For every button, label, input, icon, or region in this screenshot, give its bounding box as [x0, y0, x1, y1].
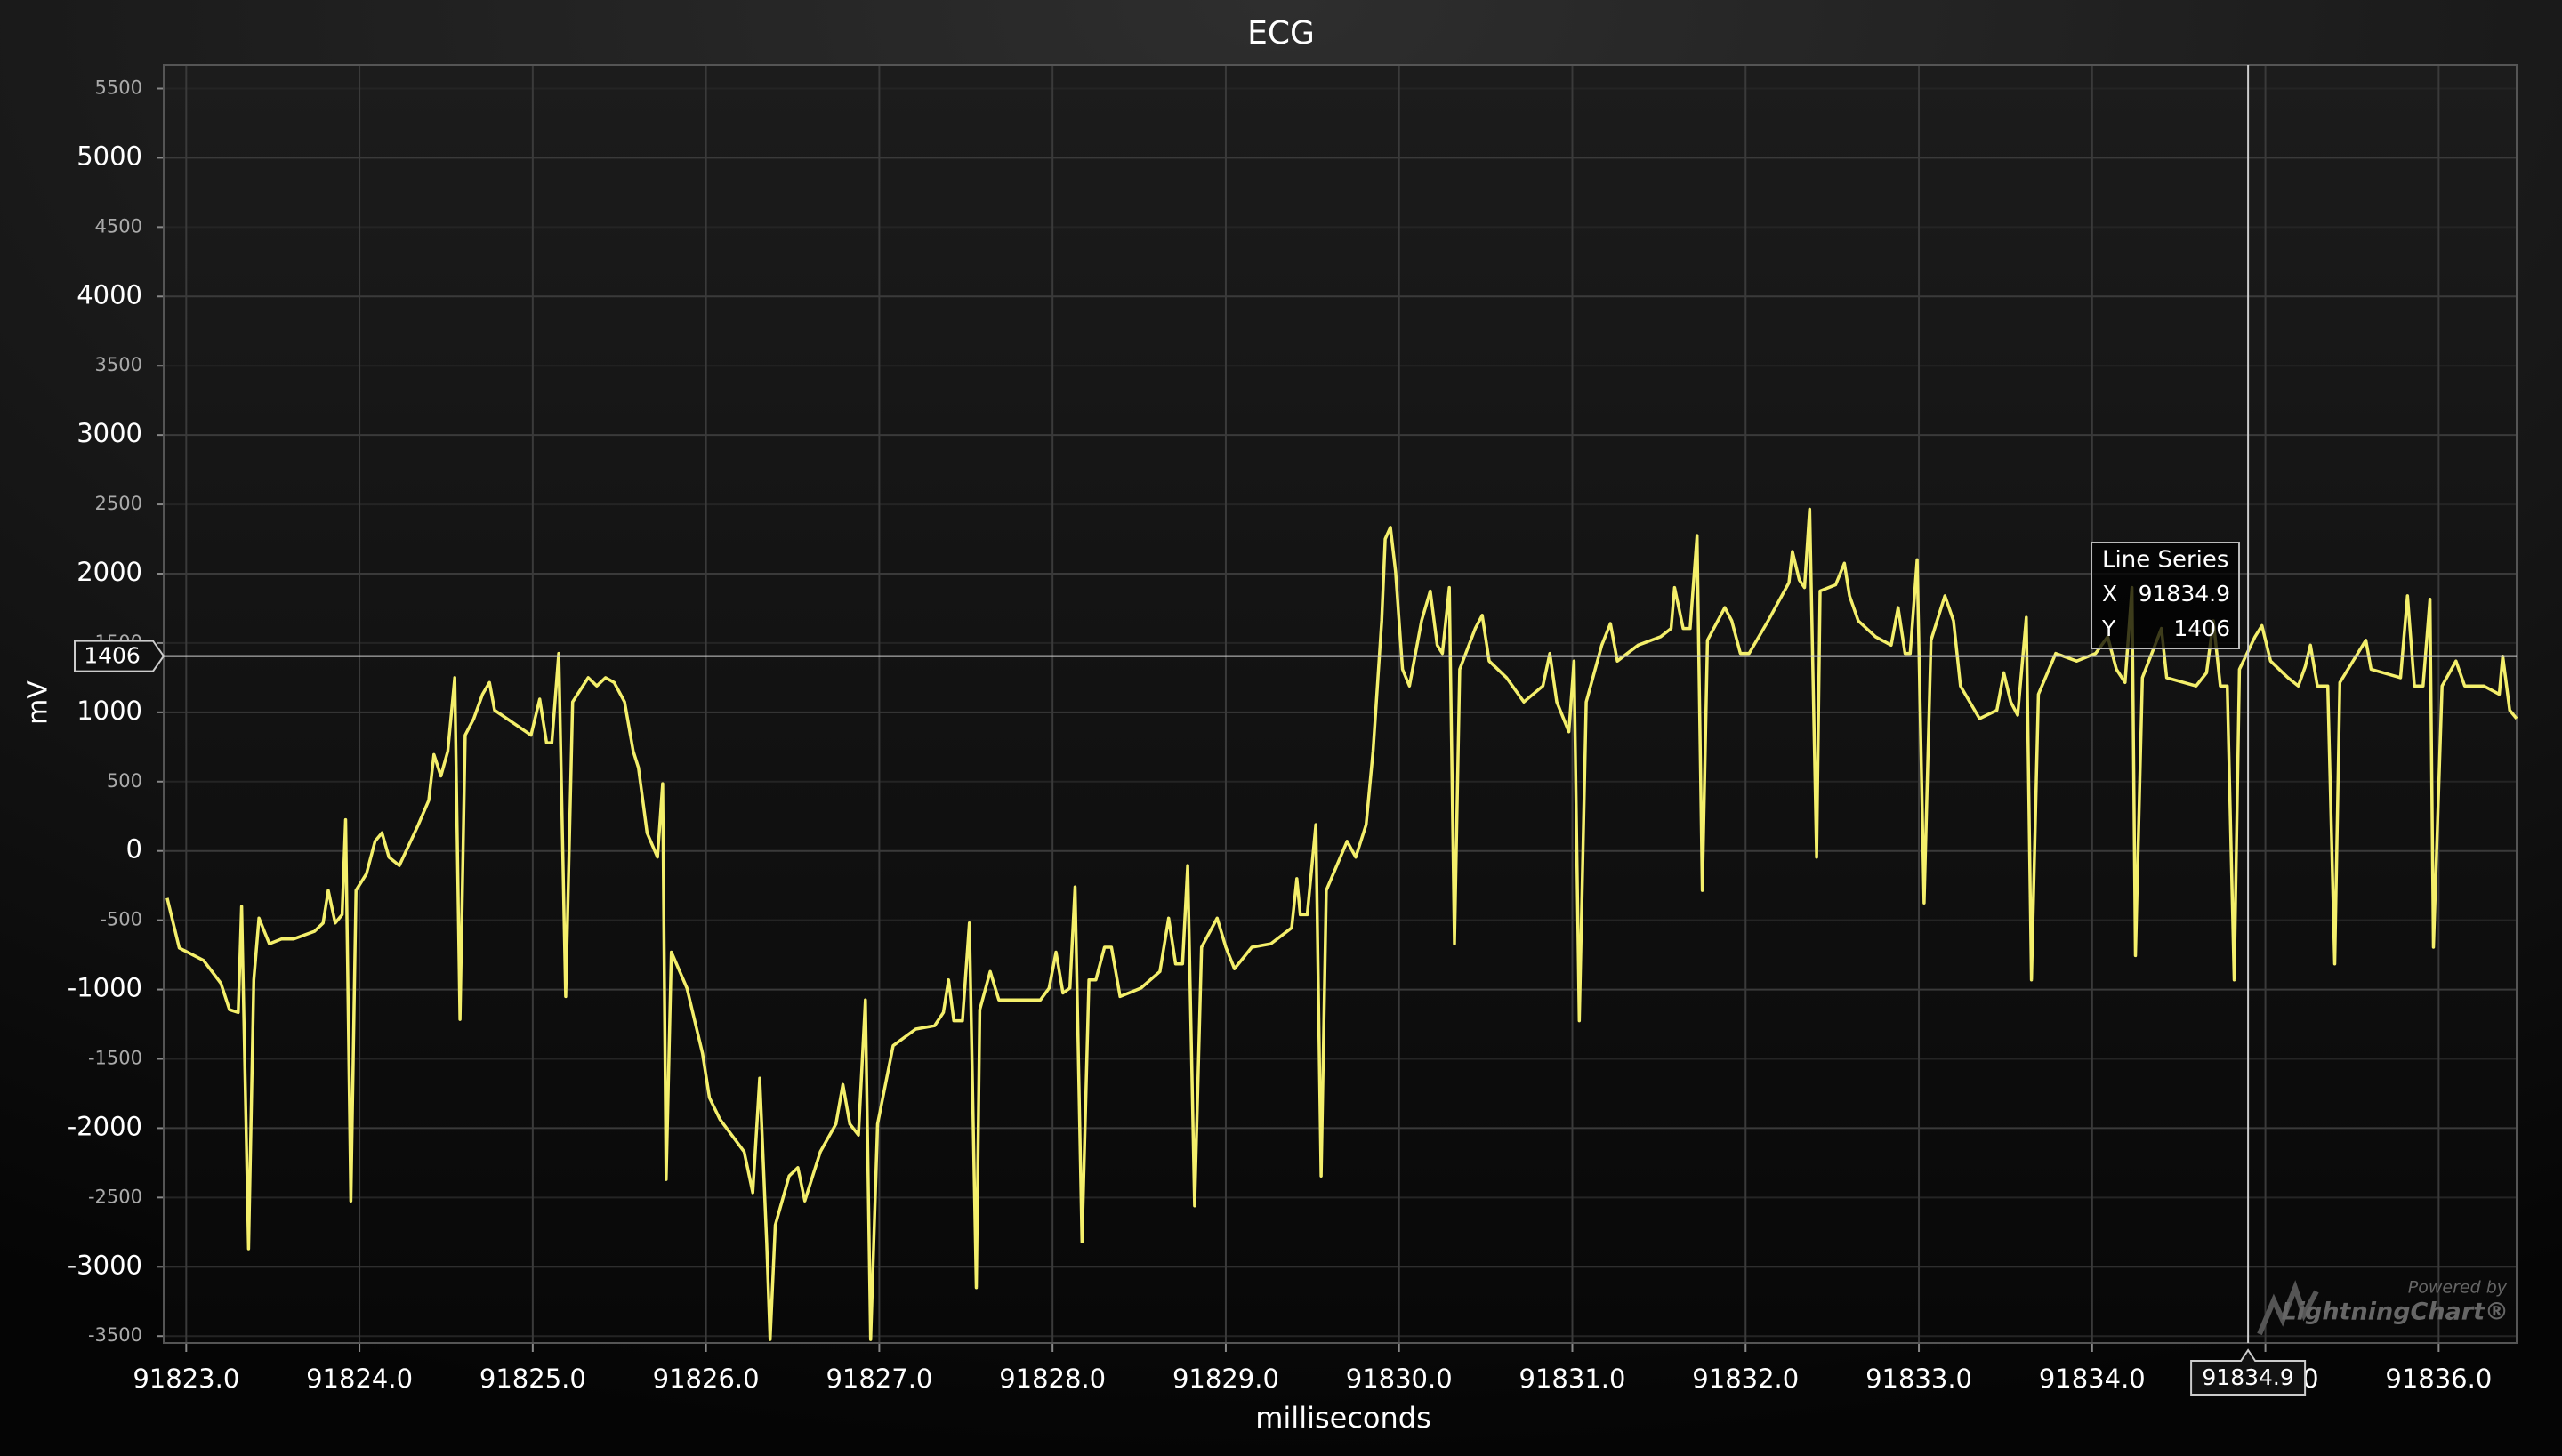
y-tick-label: -1500 — [88, 1047, 142, 1068]
x-tick-label: 91826.0 — [653, 1363, 760, 1394]
x-tick-label: 91832.0 — [1692, 1363, 1799, 1394]
y-tick-label: -2000 — [68, 1111, 142, 1141]
y-tick-label: 2000 — [77, 557, 142, 587]
y-tick-label: 0 — [126, 834, 142, 865]
x-tick-label: 91831.0 — [1519, 1363, 1626, 1394]
y-tick-label: 1000 — [77, 696, 142, 726]
y-axis-label: mV — [23, 680, 54, 725]
x-tick-label: 91830.0 — [1346, 1363, 1453, 1394]
chart-title: ECG — [1247, 15, 1315, 52]
y-tick-label: 3500 — [95, 354, 142, 375]
x-tick-label: 91828.0 — [999, 1363, 1106, 1394]
tooltip-box — [2091, 542, 2240, 649]
watermark: Powered by LightningChart® — [2257, 1278, 2509, 1336]
tooltip-x-value: 91834.9 — [2139, 581, 2230, 607]
tooltip-y-label: Y — [2101, 615, 2116, 641]
y-tick-label: 3000 — [77, 418, 142, 448]
watermark-line2: LightningChart® — [2282, 1299, 2509, 1326]
x-tick-label: 91825.0 — [479, 1363, 586, 1394]
y-tick-label: -1000 — [68, 973, 142, 1003]
y-tick-label: 500 — [107, 770, 142, 792]
x-tick-label: 91824.0 — [306, 1363, 413, 1394]
tooltip-x-label: X — [2102, 581, 2117, 607]
x-tick-label: 91834.0 — [2039, 1363, 2146, 1394]
plot-border — [163, 64, 2518, 1344]
plot-area — [164, 65, 2517, 1343]
tooltip-y-value: 1406 — [2173, 615, 2230, 641]
y-tick-label: 4500 — [95, 215, 142, 237]
y-tick-label: 5500 — [95, 76, 142, 98]
watermark-line1: Powered by — [2408, 1278, 2508, 1298]
y-tick-label: -3500 — [88, 1324, 142, 1346]
x-tick-label: 91836.0 — [2385, 1363, 2492, 1394]
x-tick-label: 91823.0 — [133, 1363, 239, 1394]
watermark-logo — [2257, 1280, 2319, 1336]
x-tick-label: 91829.0 — [1172, 1363, 1279, 1394]
x-cursor-label: 91834.9 — [2202, 1364, 2293, 1390]
y-tick-label: 5000 — [77, 141, 142, 171]
y-tick-label: 2500 — [95, 493, 142, 514]
tooltip-series-name: Line Series — [2102, 547, 2228, 574]
y-tick-label: -500 — [100, 909, 142, 930]
y-cursor-label: 1406 — [84, 643, 141, 669]
y-cursor-marker — [74, 640, 165, 672]
x-cursor-marker — [2190, 1348, 2307, 1396]
y-tick-label: -3000 — [68, 1250, 142, 1280]
y-tick-label: -2500 — [88, 1186, 142, 1207]
x-axis-label: milliseconds — [1255, 1401, 1431, 1435]
y-tick-label: 4000 — [77, 279, 142, 310]
x-tick-label: 91827.0 — [826, 1363, 932, 1394]
x-tick-label: 91833.0 — [1865, 1363, 1972, 1394]
